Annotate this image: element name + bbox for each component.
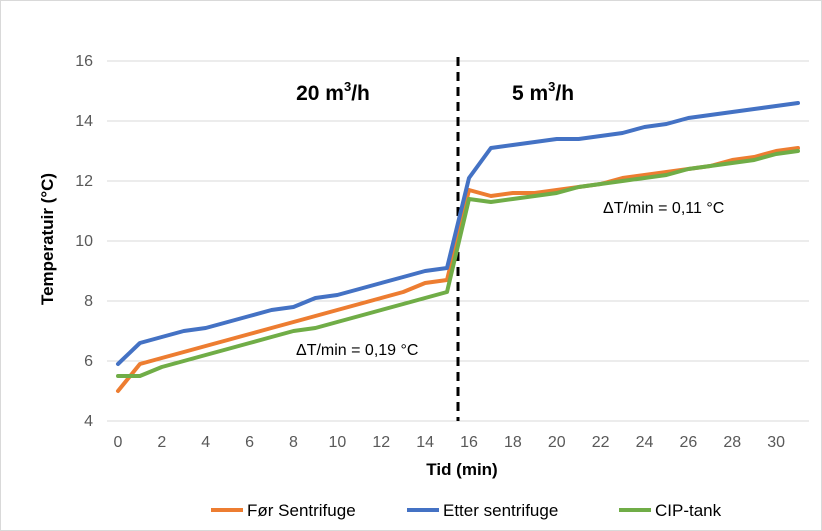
y-tick-label: 16 — [75, 53, 93, 70]
y-tick-label: 10 — [75, 233, 93, 250]
slope-annotation-left: ΔT/min = 0,19 °C — [296, 342, 418, 359]
y-axis-title: Temperatuir (°C) — [38, 173, 57, 305]
x-tick-label: 6 — [245, 434, 254, 451]
x-tick-label: 14 — [416, 434, 434, 451]
x-tick-label: 20 — [548, 434, 566, 451]
slope-annotation-right: ΔT/min = 0,11 °C — [603, 200, 724, 217]
x-axis-title: Tid (min) — [426, 460, 497, 479]
legend: Før Sentrifuge Etter sentrifuge CIP-tank — [211, 501, 722, 520]
legend-label: Før Sentrifuge — [247, 501, 356, 520]
region-label-right: 5 m3/h — [512, 79, 574, 105]
x-tick-label: 28 — [723, 434, 741, 451]
y-tick-label: 6 — [84, 353, 93, 370]
y-tick-labels: 4 6 8 10 12 14 16 — [75, 53, 93, 430]
x-tick-label: 26 — [679, 434, 697, 451]
legend-label: Etter sentrifuge — [443, 501, 558, 520]
y-tick-label: 8 — [84, 293, 93, 310]
y-tick-label: 14 — [75, 113, 93, 130]
x-tick-label: 10 — [328, 434, 346, 451]
x-tick-label: 18 — [504, 434, 522, 451]
x-tick-labels: 0 2 4 6 8 10 12 14 16 18 20 22 24 26 28 30 — [114, 434, 786, 451]
x-tick-label: 8 — [289, 434, 298, 451]
y-tick-label: 12 — [75, 173, 93, 190]
x-tick-label: 4 — [201, 434, 210, 451]
series-line-2 — [116, 101, 800, 366]
series-line-3 — [116, 149, 800, 378]
y-tick-label: 4 — [84, 413, 93, 430]
series-lines — [116, 101, 800, 393]
legend-label: CIP-tank — [655, 501, 722, 520]
x-tick-label: 22 — [592, 434, 610, 451]
x-tick-label: 0 — [114, 434, 123, 451]
x-tick-label: 24 — [636, 434, 654, 451]
x-tick-label: 16 — [460, 434, 478, 451]
x-tick-label: 30 — [767, 434, 785, 451]
x-tick-label: 12 — [372, 434, 390, 451]
x-tick-label: 2 — [157, 434, 166, 451]
region-label-left: 20 m3/h — [296, 79, 370, 105]
